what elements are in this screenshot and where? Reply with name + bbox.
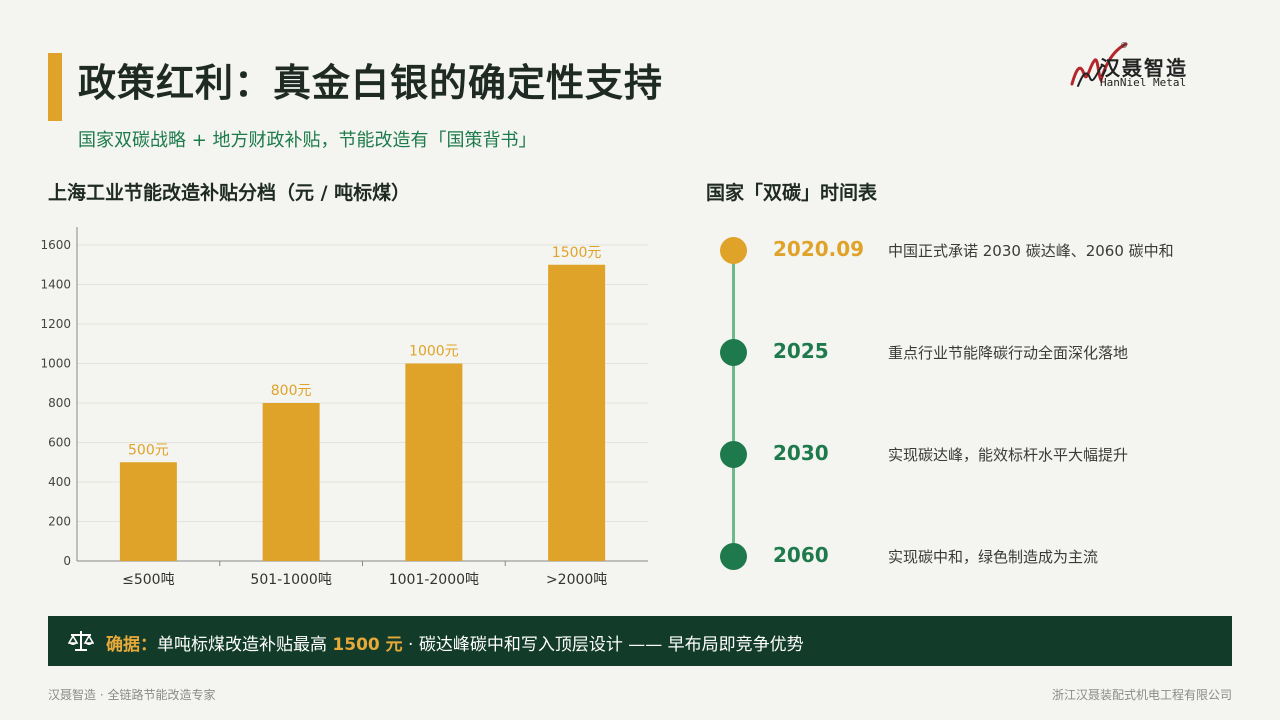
timeline-description: 实现碳达峰，能效标杆水平大幅提升	[888, 446, 1129, 464]
banner-label: 确据：	[106, 635, 157, 655]
timeline-section-title: 国家「双碳」时间表	[706, 182, 878, 204]
chart-y-tick-label: 1200	[40, 317, 71, 331]
chart-y-tick-label: 400	[48, 475, 71, 489]
balance-scale-icon	[68, 631, 94, 651]
chart-x-tick-label: ≤500吨	[122, 572, 174, 588]
banner-text-before: 单吨标煤改造补贴最高	[157, 635, 333, 655]
chart-bar	[405, 363, 463, 561]
chart-y-tick-label: 1400	[40, 278, 71, 292]
timeline-year: 2030	[773, 441, 829, 465]
timeline-dot	[720, 441, 747, 468]
chart-y-tick-label: 0	[63, 554, 71, 568]
logo-name: 汉聂智造	[1100, 56, 1188, 80]
chart-x-tick-label: 501-1000吨	[250, 572, 331, 588]
footer-right: 浙江汉聂装配式机电工程有限公司	[1051, 688, 1232, 702]
chart-y-tick-label: 1000	[40, 357, 71, 371]
chart-data-label: 1500元	[552, 245, 602, 261]
chart-data-label: 800元	[271, 383, 312, 399]
page-title: 政策红利：真金白银的确定性支持	[78, 61, 664, 105]
timeline-dot	[720, 543, 747, 570]
timeline-description: 重点行业节能降碳行动全面深化落地	[888, 344, 1129, 362]
logo-subtitle: HanNiel Metal	[1100, 76, 1187, 89]
banner-text: 确据：单吨标煤改造补贴最高 1500 元 · 碳达峰碳中和写入顶层设计 —— 早…	[106, 630, 804, 655]
banner-text-after: · 碳达峰碳中和写入顶层设计 —— 早布局即竞争优势	[402, 635, 804, 655]
timeline-dot	[720, 237, 747, 264]
chart-data-label: 500元	[128, 442, 169, 458]
chart-y-tick-label: 200	[48, 515, 71, 529]
chart-bar	[119, 462, 177, 561]
svg-text:®: ®	[1120, 41, 1128, 50]
timeline-description: 中国正式承诺 2030 碳达峰、2060 碳中和	[888, 242, 1174, 260]
chart-x-tick-label: >2000吨	[546, 572, 607, 588]
bottom-banner: 确据：单吨标煤改造补贴最高 1500 元 · 碳达峰碳中和写入顶层设计 —— 早…	[48, 616, 1232, 666]
timeline-year: 2020.09	[773, 237, 865, 261]
banner-highlight: 1500 元	[332, 635, 403, 655]
timeline-description: 实现碳中和，绿色制造成为主流	[888, 548, 1099, 566]
chart-section-title: 上海工业节能改造补贴分档（元 / 吨标煤）	[48, 182, 411, 204]
title-accent-bar	[48, 53, 62, 121]
chart-data-label: 1000元	[409, 344, 459, 360]
chart-y-tick-label: 1600	[40, 238, 71, 252]
chart-x-tick-label: 1001-2000吨	[389, 572, 479, 588]
chart-bar	[262, 403, 320, 561]
chart-y-tick-label: 800	[48, 396, 71, 410]
timeline-line	[732, 250, 735, 555]
footer-left: 汉聂智造 · 全链路节能改造专家	[48, 688, 216, 702]
chart-bar	[548, 264, 606, 561]
timeline-dot	[720, 339, 747, 366]
page-subtitle: 国家双碳战略 + 地方财政补贴，节能改造有「国策背书」	[78, 130, 537, 151]
timeline-year: 2060	[773, 543, 829, 567]
timeline-year: 2025	[773, 339, 829, 363]
chart-y-tick-label: 600	[48, 436, 71, 450]
company-logo-icon: ®	[1070, 41, 1128, 87]
